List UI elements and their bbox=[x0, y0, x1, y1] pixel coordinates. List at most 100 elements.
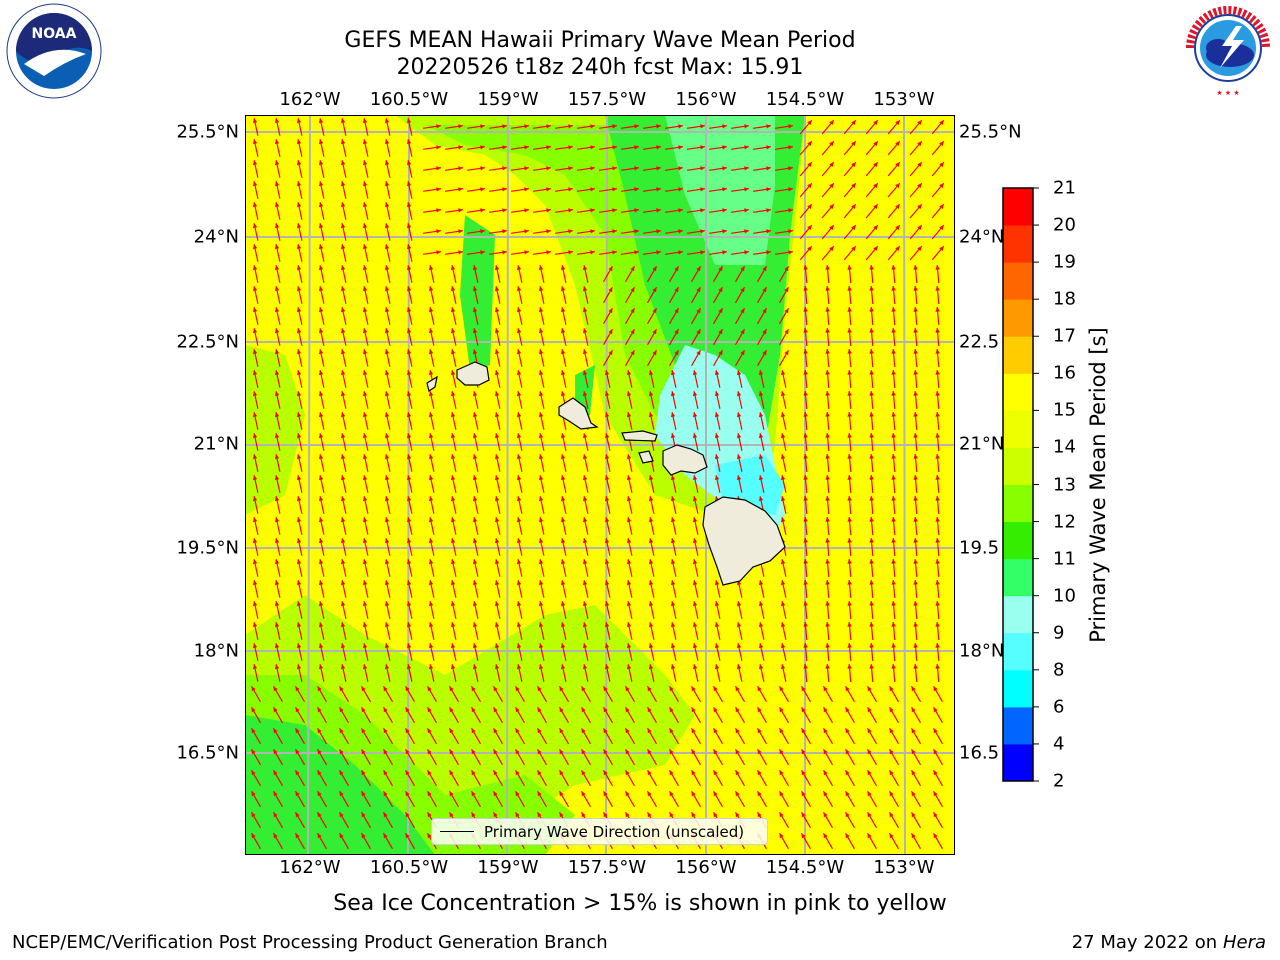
wave-arrow-head bbox=[538, 664, 544, 670]
colorbar-tick: 15 bbox=[1053, 399, 1076, 421]
wave-arrow-head bbox=[516, 349, 522, 355]
wave-arrow-head bbox=[803, 328, 808, 333]
wave-arrow-head bbox=[823, 749, 828, 755]
wave-arrow-head bbox=[362, 349, 368, 355]
wave-arrow-head bbox=[626, 622, 632, 628]
wave-arrow-head bbox=[560, 622, 566, 628]
wave-arrow-head bbox=[713, 728, 718, 734]
wave-arrow-head bbox=[318, 664, 324, 670]
wave-arrow-head bbox=[847, 328, 852, 333]
wave-arrow-head bbox=[691, 770, 696, 776]
wave-arrow-head bbox=[757, 791, 762, 797]
wave-arrow-head bbox=[273, 770, 278, 776]
wave-arrow-head bbox=[779, 749, 784, 755]
wave-arrow-head bbox=[714, 475, 720, 481]
wave-arrow-head bbox=[913, 412, 918, 417]
wave-arrow-head bbox=[274, 643, 280, 649]
wave-arrow-head bbox=[296, 160, 302, 166]
wave-arrow-head bbox=[538, 643, 544, 649]
wave-arrow-head bbox=[406, 244, 412, 250]
wave-arrow-head bbox=[803, 559, 808, 564]
wave-arrow-head bbox=[362, 202, 368, 208]
wave-arrow-head bbox=[273, 749, 278, 755]
wave-arrow-head bbox=[935, 622, 940, 627]
wave-arrow-head bbox=[405, 791, 410, 797]
wave-arrow-head bbox=[494, 265, 500, 271]
wave-arrow-head bbox=[427, 812, 432, 818]
wave-arrow-head bbox=[251, 812, 256, 818]
wave-arrow-head bbox=[608, 287, 613, 293]
wave-arrow-head bbox=[939, 204, 944, 209]
wave-arrow-head bbox=[318, 412, 324, 418]
wave-arrow-head bbox=[891, 517, 896, 522]
wave-arrow-head bbox=[406, 286, 412, 292]
wave-arrow-head bbox=[669, 728, 674, 734]
wave-arrow-head bbox=[582, 580, 588, 586]
wave-arrow-head bbox=[873, 204, 878, 209]
wave-arrow-head bbox=[361, 791, 366, 797]
wave-arrow-head bbox=[722, 124, 727, 129]
wave-arrow-head bbox=[427, 749, 432, 755]
wave-arrow-head bbox=[252, 580, 258, 586]
wave-arrow-head bbox=[405, 686, 410, 692]
wave-arrow-head bbox=[652, 350, 657, 356]
wave-arrow-head bbox=[788, 229, 793, 234]
wave-arrow-head bbox=[823, 791, 828, 797]
wave-arrow-head bbox=[252, 307, 258, 313]
wave-arrow-head bbox=[450, 622, 456, 628]
wave-arrow-head bbox=[493, 791, 498, 797]
colorbar-segment bbox=[1003, 521, 1033, 560]
wave-arrow-head bbox=[889, 812, 894, 818]
wave-arrow-head bbox=[274, 580, 280, 586]
wave-arrow-head bbox=[779, 686, 784, 692]
wave-arrow-head bbox=[384, 664, 390, 670]
wave-arrow-head bbox=[515, 686, 520, 692]
wave-arrow-head bbox=[252, 139, 258, 145]
wave-period-map bbox=[245, 115, 955, 855]
lon-tick-bottom: 157.5°W bbox=[567, 857, 647, 878]
wave-arrow-head bbox=[317, 833, 322, 839]
wave-arrow-head bbox=[869, 622, 874, 627]
wave-arrow-head bbox=[935, 391, 940, 396]
wave-arrow-head bbox=[383, 707, 388, 713]
wave-arrow-head bbox=[913, 349, 918, 354]
wave-arrow-head bbox=[913, 643, 918, 648]
wave-arrow-head bbox=[935, 433, 940, 438]
wave-arrow-head bbox=[933, 833, 938, 839]
colorbar-segment bbox=[1003, 632, 1033, 671]
wave-arrow-head bbox=[612, 166, 617, 171]
wave-arrow-head bbox=[696, 308, 701, 314]
wave-arrow-head bbox=[590, 208, 595, 213]
wave-arrow-head bbox=[758, 664, 764, 670]
wave-arrow-head bbox=[406, 622, 412, 628]
wave-arrow-head bbox=[252, 286, 258, 292]
wave-arrow-head bbox=[384, 643, 390, 649]
wave-arrow-head bbox=[252, 265, 258, 271]
wave-arrow-head bbox=[735, 770, 740, 776]
wave-arrow-head bbox=[516, 622, 522, 628]
chart-title: GEFS MEAN Hawaii Primary Wave Mean Perio… bbox=[344, 28, 856, 53]
wave-arrow-head bbox=[847, 307, 852, 312]
lon-tick-top: 162°W bbox=[279, 89, 341, 110]
lon-tick-bottom: 160.5°W bbox=[369, 857, 449, 878]
wave-arrow-head bbox=[516, 412, 522, 418]
wave-arrow-head bbox=[274, 160, 280, 166]
wave-arrow-head bbox=[670, 601, 676, 607]
islands bbox=[426, 361, 786, 586]
wave-arrow-head bbox=[935, 559, 940, 564]
wave-arrow-head bbox=[296, 181, 302, 187]
wave-arrow-head bbox=[582, 454, 588, 460]
wave-arrow-head bbox=[340, 664, 346, 670]
wave-arrow-head bbox=[340, 412, 346, 418]
wave-arrow-head bbox=[851, 204, 856, 209]
noaa-logo: NOAA bbox=[6, 3, 102, 99]
wave-arrow-head bbox=[911, 728, 916, 734]
wave-arrow-head bbox=[406, 349, 412, 355]
svg-text:★ ★ ★: ★ ★ ★ bbox=[1216, 89, 1239, 97]
wave-arrow-head bbox=[480, 208, 485, 213]
wave-arrow-head bbox=[847, 643, 852, 648]
wave-arrow-head bbox=[736, 412, 742, 418]
wave-arrow-head bbox=[274, 139, 280, 145]
wave-arrow-head bbox=[873, 120, 878, 125]
wave-arrow-head bbox=[847, 496, 852, 501]
